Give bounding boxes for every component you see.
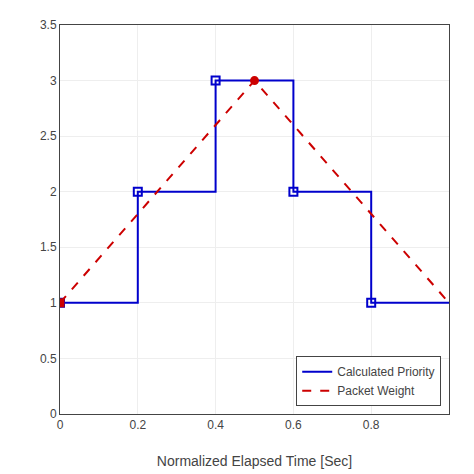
svg-text:1: 1 [50, 296, 57, 310]
svg-text:1.5: 1.5 [40, 240, 57, 254]
svg-text:2.5: 2.5 [40, 129, 57, 143]
svg-text:3.5: 3.5 [40, 18, 57, 32]
svg-text:0.5: 0.5 [40, 352, 57, 366]
svg-text:Normalized Elapsed Time [Sec]: Normalized Elapsed Time [Sec] [157, 453, 352, 469]
svg-text:0.8: 0.8 [363, 418, 380, 432]
svg-text:0.4: 0.4 [207, 418, 224, 432]
svg-text:0: 0 [57, 418, 64, 432]
svg-text:3: 3 [50, 74, 57, 88]
svg-text:0: 0 [50, 407, 57, 421]
svg-text:Packet Weight: Packet Weight [337, 384, 415, 398]
svg-text:0.6: 0.6 [285, 418, 302, 432]
svg-text:Calculated Priority: Calculated Priority [337, 365, 434, 379]
svg-text:2: 2 [50, 185, 57, 199]
svg-text:0.2: 0.2 [129, 418, 146, 432]
